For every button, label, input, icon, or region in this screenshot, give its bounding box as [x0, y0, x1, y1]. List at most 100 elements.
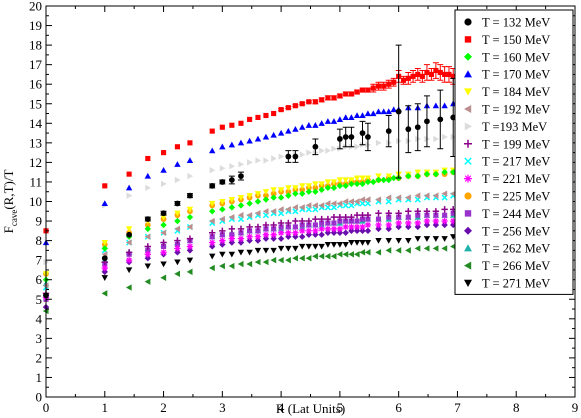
x-tick-label: 4: [278, 400, 285, 415]
data-point: [263, 226, 269, 232]
series-t-193-mev: [43, 133, 457, 266]
data-point: [359, 249, 366, 256]
data-point: [246, 260, 253, 268]
data-point: [174, 144, 180, 150]
data-point: [450, 243, 456, 250]
data-point: [270, 256, 277, 264]
data-point: [364, 211, 372, 219]
y-tick-label: 1: [36, 370, 43, 385]
data-point: [330, 225, 338, 233]
data-point: [370, 178, 377, 186]
y-tick-label: 13: [29, 135, 42, 150]
data-point: [144, 263, 152, 270]
y-tick-label: 0: [36, 390, 43, 405]
data-point: [312, 202, 318, 209]
data-point: [237, 139, 245, 146]
data-point: [219, 262, 225, 270]
data-point: [262, 247, 270, 254]
data-point: [271, 110, 277, 117]
data-point: [353, 239, 361, 246]
data-point: [312, 222, 318, 228]
data-point: [312, 122, 319, 128]
data-point: [318, 181, 325, 188]
data-point: [263, 192, 269, 199]
data-point: [262, 189, 270, 195]
data-point: [414, 236, 421, 242]
data-point: [219, 232, 225, 238]
y-tick-label: 4: [36, 311, 43, 326]
data-point: [174, 161, 181, 167]
data-point: [186, 268, 193, 276]
data-point: [228, 251, 236, 258]
data-point: [187, 172, 194, 180]
data-point: [229, 122, 235, 128]
data-point: [278, 107, 284, 113]
data-point: [145, 247, 151, 253]
data-point: [353, 198, 360, 205]
legend-item: T = 262 MeV: [464, 242, 550, 256]
legend-marker: [464, 261, 472, 270]
data-point: [144, 243, 152, 250]
data-point: [395, 194, 402, 201]
data-point: [433, 135, 440, 143]
data-point: [342, 241, 349, 248]
data-point: [312, 215, 319, 223]
data-point: [209, 147, 216, 154]
y-tick-label: 11: [29, 174, 42, 189]
data-point: [209, 182, 216, 189]
data-point: [359, 211, 366, 219]
legend-item: T = 160 MeV: [464, 50, 550, 64]
legend-marker: [464, 18, 472, 26]
y-axis-title-sub: cave: [9, 210, 19, 226]
data-point: [330, 213, 338, 221]
data-point: [354, 143, 361, 150]
legend-item: T = 199 MeV: [464, 137, 550, 151]
data-point: [160, 167, 167, 173]
data-point: [255, 157, 262, 164]
data-point: [277, 235, 285, 242]
x-tick-label: 1: [102, 400, 109, 415]
data-point: [359, 216, 366, 222]
legend-label: T = 266 MeV: [482, 259, 550, 273]
data-point: [299, 186, 306, 193]
data-point: [395, 238, 402, 244]
data-point: [299, 217, 306, 225]
data-point: [324, 118, 332, 124]
data-point: [375, 238, 382, 244]
data-point: [405, 208, 412, 215]
data-point: [348, 218, 354, 224]
data-point: [375, 173, 382, 180]
data-point: [228, 141, 236, 148]
legend-label: T = 192 MeV: [482, 103, 550, 117]
y-tick-label: 17: [29, 57, 43, 72]
legend-label: T = 199 MeV: [482, 137, 550, 151]
data-point: [342, 177, 349, 184]
legend-marker: [464, 279, 472, 287]
data-point: [446, 71, 452, 77]
data-point: [337, 93, 343, 99]
y-tick-label: 10: [29, 194, 42, 209]
data-point: [160, 150, 167, 156]
data-point: [160, 180, 167, 188]
data-point: [441, 206, 448, 213]
data-point: [324, 200, 331, 207]
data-point: [219, 165, 226, 172]
legend-label: T = 221 MeV: [482, 172, 550, 186]
data-point: [160, 261, 167, 268]
legend-label: T = 225 MeV: [482, 190, 550, 204]
data-point: [277, 206, 284, 213]
data-point: [254, 210, 261, 217]
data-point: [318, 253, 325, 260]
data-point: [209, 239, 216, 246]
data-point: [336, 182, 344, 190]
data-point: [254, 258, 261, 266]
data-point: [292, 185, 299, 192]
x-axis-title: R (Lat Units): [276, 401, 345, 416]
y-tick-label: 12: [29, 155, 42, 170]
data-point: [306, 99, 312, 105]
data-point: [305, 183, 313, 190]
legend-item: T =193 MeV: [464, 120, 547, 134]
data-point: [375, 249, 382, 256]
legend-label: T = 150 MeV: [482, 33, 550, 47]
data-point: [246, 211, 253, 219]
